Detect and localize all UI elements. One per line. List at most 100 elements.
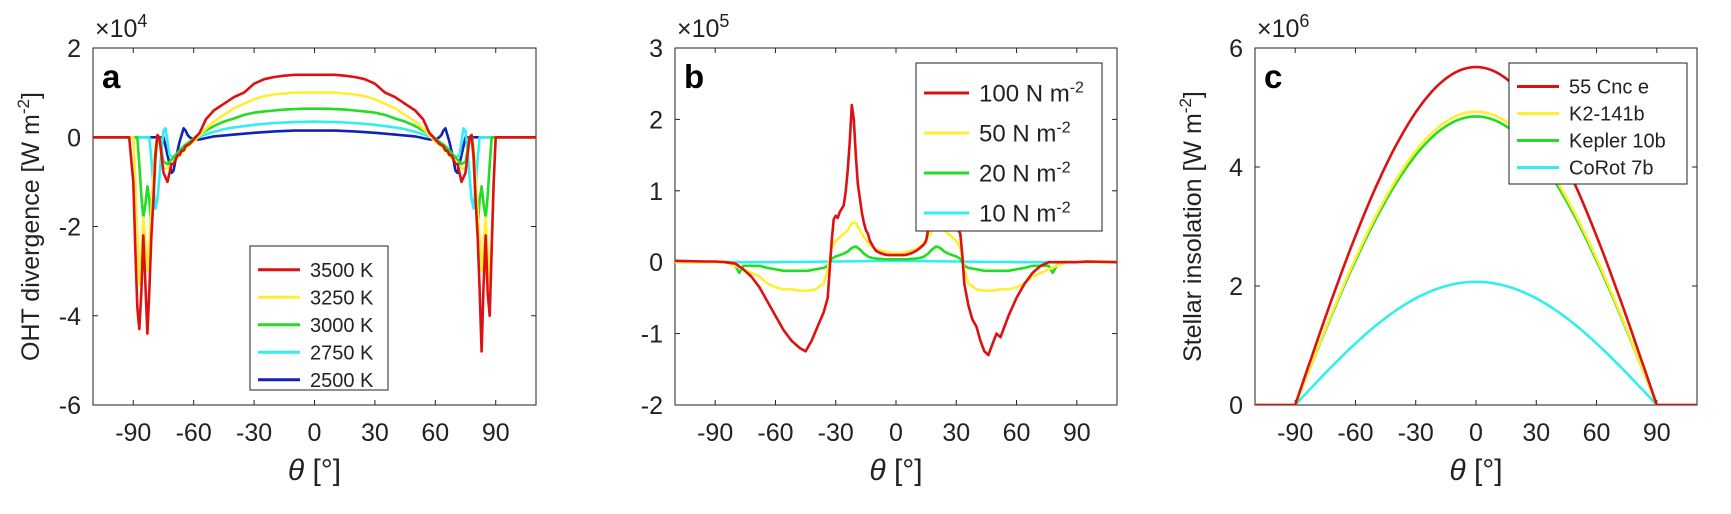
y-axis-label-text: OHT divergence [W m — [17, 114, 45, 361]
y-tick-label: 0 — [649, 249, 663, 277]
x-tick-label: 30 — [361, 419, 389, 447]
x-tick-label: 0 — [1469, 419, 1483, 447]
series-line-corot-7b — [1255, 280, 1697, 405]
series-line-100-n-m — [675, 103, 1117, 357]
series-line-55-cnc-e — [1255, 65, 1697, 405]
y-tick-label: 3 — [649, 35, 663, 63]
series-group — [93, 73, 536, 353]
x-tick-label: 90 — [482, 419, 510, 447]
legend-box — [1508, 62, 1688, 185]
legend-box — [915, 62, 1103, 232]
x-tick-label: 60 — [421, 419, 449, 447]
series-line-50-n-m — [675, 221, 1117, 293]
y-tick-label: -2 — [59, 214, 81, 242]
y-axis-label: OHT divergence [W m-2] — [14, 92, 45, 361]
exponent-power: 5 — [719, 11, 729, 31]
legend-entry: K2-141b — [1569, 104, 1645, 126]
x-tick-label: -30 — [1398, 419, 1434, 447]
series-group — [675, 103, 1117, 357]
x-axis-unit: [°] — [312, 454, 341, 487]
legend-entry: Kepler 10b — [1569, 131, 1666, 153]
axis-exponent: ×104 — [95, 11, 147, 43]
series-group — [1255, 65, 1697, 405]
y-axis-label-sup: -2 — [1176, 98, 1195, 113]
y-axis-label: Stellar insolation [W m-2] — [1176, 91, 1207, 362]
legend: 55 Cnc e K2-141b Kepler 10b CoRot 7b — [1508, 62, 1688, 185]
x-axis-symbol: θ — [1449, 454, 1466, 487]
x-tick-label: -60 — [176, 419, 212, 447]
exponent-power: 6 — [1299, 11, 1309, 31]
legend-entry-label: Kepler 10b — [1569, 131, 1666, 153]
legend-entry-label: 3000 K — [310, 315, 374, 337]
legend-entry-label: 20 N m — [979, 161, 1056, 188]
y-axis-label-end: ] — [1179, 91, 1207, 98]
y-axis-label-end: ] — [17, 92, 45, 99]
legend-entry: 2750 K — [310, 342, 374, 364]
x-axis-unit: [°] — [1474, 454, 1503, 487]
exponent-base: ×10 — [95, 15, 137, 43]
legend-entry-label: 100 N m — [979, 81, 1070, 108]
legend-entry: 20 N m-2 — [979, 160, 1071, 188]
exponent-power: 4 — [137, 11, 147, 31]
legend-entry: CoRot 7b — [1569, 158, 1654, 180]
x-tick-label: -90 — [1277, 419, 1313, 447]
y-tick-label: -6 — [59, 392, 81, 420]
panel-b: -90 -60 -30 0 30 60 90 -2 -1 0 1 2 3 ×105 θ [°] b 100 N … — [641, 11, 1118, 487]
x-tick-label: 60 — [1003, 419, 1031, 447]
series-line-2750-k — [93, 120, 536, 210]
x-axis-label: θ [°] — [288, 454, 341, 487]
legend-entry-label: 2500 K — [310, 370, 374, 392]
x-axis-space — [304, 454, 312, 487]
legend-entry: 55 Cnc e — [1569, 77, 1649, 99]
x-tick-label: -90 — [697, 419, 733, 447]
x-tick-label: -90 — [115, 419, 151, 447]
x-axis-space — [886, 454, 894, 487]
x-tick-label: 0 — [889, 419, 903, 447]
x-tick-label: 90 — [1063, 419, 1091, 447]
x-axis-unit: [°] — [894, 454, 923, 487]
legend-entry-label: 3250 K — [310, 287, 374, 309]
series-line-10-n-m — [675, 259, 1117, 264]
x-axis-symbol: θ — [869, 454, 886, 487]
legend-entry-sup: -2 — [1070, 80, 1084, 97]
legend-entry-sup: -2 — [1056, 120, 1070, 137]
axis-exponent: ×105 — [677, 11, 729, 43]
x-tick-label: 30 — [1522, 419, 1550, 447]
y-tick-label: 1 — [649, 178, 663, 206]
legend-entry-label: K2-141b — [1569, 104, 1645, 126]
legend-entry-label: CoRot 7b — [1569, 158, 1654, 180]
x-tick-label: 30 — [942, 419, 970, 447]
y-tick-label: 4 — [1229, 154, 1243, 182]
x-axis-label: θ [°] — [869, 454, 922, 487]
legend-entry: 2500 K — [310, 370, 374, 392]
legend-entry-label: 10 N m — [979, 201, 1056, 228]
series-line-3500-k — [93, 73, 536, 353]
series-line-20-n-m — [675, 245, 1117, 275]
x-axis-space — [1466, 454, 1474, 487]
axis-exponent: ×106 — [1257, 11, 1309, 43]
exponent-base: ×10 — [677, 15, 719, 43]
legend-entry: 3250 K — [310, 287, 374, 309]
legend: 100 N m-250 N m-220 N m-210 N m-2 — [915, 62, 1103, 232]
legend-entry-sup: -2 — [1056, 200, 1070, 217]
series-line-k2-141b — [1255, 110, 1697, 405]
exponent-base: ×10 — [1257, 15, 1299, 43]
y-axis-label-sup: -2 — [14, 99, 33, 114]
legend-entry: 50 N m-2 — [979, 120, 1071, 148]
x-tick-label: -30 — [818, 419, 854, 447]
panel-label: b — [684, 58, 704, 95]
panel-a: -90 -60 -30 0 30 60 90 -6 -4 -2 0 2 ×104 θ [°] OHT div… — [14, 11, 537, 487]
legend: 3500 K 3250 K 3000 K 2750 K 2500 K — [249, 245, 389, 392]
legend-entry-sup: -2 — [1056, 160, 1070, 177]
y-tick-label: 6 — [1229, 35, 1243, 63]
y-tick-label: -4 — [59, 303, 81, 331]
y-tick-label: 2 — [649, 106, 663, 134]
legend-entry-label: 2750 K — [310, 342, 374, 364]
y-tick-label: 2 — [1229, 273, 1243, 301]
legend-entry-label: 3500 K — [310, 260, 374, 282]
x-axis-label: θ [°] — [1449, 454, 1502, 487]
x-tick-label: -30 — [236, 419, 272, 447]
x-tick-label: 0 — [308, 419, 322, 447]
